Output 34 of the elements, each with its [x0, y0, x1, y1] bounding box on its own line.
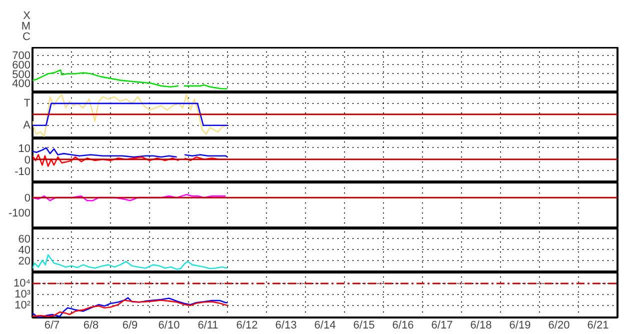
x-tick-label: 6/9: [122, 320, 138, 332]
text: M: [21, 20, 31, 32]
y-tick-label: 400: [12, 78, 31, 90]
x-tick-label: 6/12: [236, 320, 258, 332]
y-tick-label: 40: [18, 244, 31, 256]
x-tick-label: 6/16: [392, 320, 414, 332]
y-tick-label: 700: [12, 50, 31, 62]
text: A: [23, 119, 32, 132]
y-tick-label: 10²: [14, 299, 31, 312]
y-tick-label: 60: [18, 233, 31, 246]
text: C: [22, 31, 31, 43]
x-tick-label: 6/21: [587, 320, 609, 332]
y-tick-label: 10³: [14, 288, 31, 300]
x-tick-label: 6/8: [83, 320, 99, 332]
x-tick-label: 6/17: [431, 320, 453, 332]
x-tick-label: 6/19: [509, 320, 531, 332]
y-tick-label: -100: [8, 208, 31, 220]
x-tick-label: 6/13: [275, 320, 297, 332]
x-tick-label: 6/15: [353, 320, 375, 332]
y-tick-label: 0: [24, 192, 31, 205]
y-tick-label: 10⁴: [14, 277, 31, 290]
x-tick-label: 6/7: [44, 320, 60, 332]
x-tick-label: 6/18: [470, 320, 492, 332]
y-tick-label: 0: [24, 154, 31, 166]
x-tick-label: 6/20: [548, 320, 570, 332]
y-tick-label: -10: [14, 166, 31, 178]
y-tick-label: 10: [18, 142, 31, 155]
text: T: [24, 97, 31, 110]
text: X: [23, 10, 32, 22]
x-tick-label: 6/11: [198, 320, 218, 332]
y-tick-label: 20: [18, 255, 31, 268]
y-tick-label: 600: [12, 59, 31, 72]
x-tick-label: 6/10: [158, 320, 180, 332]
x-tick-label: 6/14: [314, 320, 336, 332]
